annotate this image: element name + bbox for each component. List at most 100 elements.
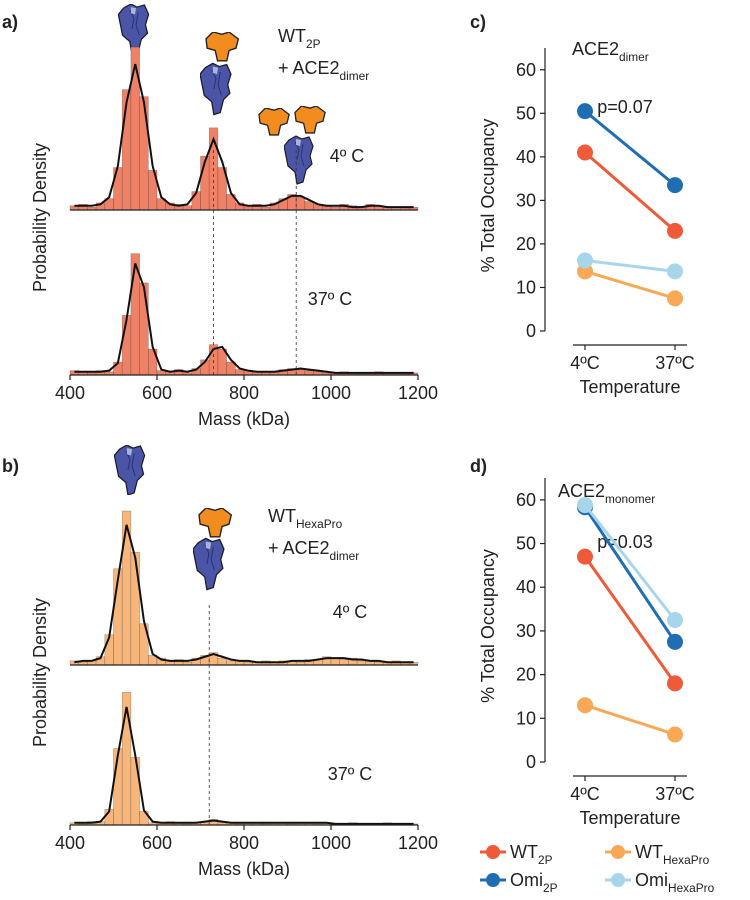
- legend-label-subscript: HexaPro: [663, 853, 710, 867]
- legend-label: WTHexaPro: [635, 842, 710, 867]
- x-tick-label: 4ºC: [570, 353, 600, 373]
- y-axis-label: Probability Density: [30, 598, 50, 747]
- y-tick-label: 10: [516, 277, 536, 297]
- fit-curve: [74, 706, 414, 825]
- series-point: [667, 726, 683, 743]
- series-point: [667, 290, 683, 307]
- y-tick-label: 60: [516, 490, 536, 510]
- legend-swatch: [611, 845, 625, 859]
- annotation: WTHexaPro: [268, 506, 343, 531]
- y-axis-label: % Total Occupancy: [478, 549, 498, 703]
- annotation-text: WT: [268, 506, 296, 526]
- histogram-bar: [339, 659, 349, 666]
- legend-label-text: Omi: [510, 870, 543, 890]
- histogram-bar: [182, 205, 193, 211]
- y-tick-label: 50: [516, 103, 536, 123]
- series-point: [577, 548, 593, 565]
- series-line: [584, 703, 676, 736]
- series-point: [667, 263, 683, 280]
- legend-label-text: Omi: [635, 870, 668, 890]
- chart-title-subscript: monomer: [605, 492, 655, 506]
- p-value: p=0.07: [597, 97, 653, 117]
- y-tick-label: 10: [516, 708, 536, 728]
- x-tick-label: 600: [142, 383, 172, 403]
- ace2-icon: [258, 108, 290, 136]
- x-tick-label: 1000: [311, 383, 351, 403]
- panel-label: a): [2, 12, 18, 32]
- legend-label: WT2P: [510, 842, 553, 867]
- series-point: [577, 697, 593, 714]
- spike-icon: [193, 537, 225, 591]
- series-point: [667, 633, 683, 650]
- histogram-bar: [217, 657, 227, 666]
- spike-icon: [118, 4, 150, 54]
- x-tick-label: 37ºC: [655, 353, 695, 373]
- condition-label: 37º C: [308, 289, 353, 309]
- y-axis-label: % Total Occupancy: [478, 119, 498, 273]
- y-tick-label: 40: [516, 577, 536, 597]
- series-point: [577, 252, 593, 269]
- annotation: WT2P: [278, 26, 321, 51]
- histogram-bar: [295, 196, 306, 211]
- x-tick-label: 600: [142, 833, 172, 853]
- annotation-subscript: HexaPro: [296, 517, 343, 531]
- legend-swatch: [611, 873, 625, 887]
- x-tick-label: 37ºC: [655, 784, 695, 804]
- chart-title: ACE2monomer: [558, 481, 655, 506]
- legend-label-subscript: HexaPro: [668, 881, 715, 895]
- legend-swatch: [486, 845, 500, 859]
- histogram-bar: [226, 660, 236, 666]
- panel-label: d): [470, 456, 487, 476]
- legend-label-text: WT: [510, 842, 538, 862]
- histogram-bar: [304, 201, 314, 211]
- panel-label: b): [2, 456, 19, 476]
- ace2-icon: [294, 106, 326, 134]
- condition-label: 4º C: [330, 146, 365, 166]
- y-tick-label: 20: [516, 665, 536, 685]
- series-point: [667, 222, 683, 239]
- legend-label-text: WT: [635, 842, 663, 862]
- histogram-bar: [139, 282, 149, 376]
- histogram-bar: [235, 369, 245, 376]
- x-axis-label: Temperature: [579, 377, 680, 397]
- x-tick-label: 4ºC: [570, 784, 600, 804]
- x-axis-label: Mass (kDa): [198, 859, 290, 879]
- p-value: p=0.03: [597, 532, 653, 552]
- chart-title-text: ACE2: [572, 39, 619, 59]
- y-tick-label: 40: [516, 147, 536, 167]
- series-point: [577, 103, 593, 120]
- ace2-icon: [205, 32, 239, 62]
- x-tick-label: 800: [229, 383, 259, 403]
- x-tick-label: 1200: [398, 833, 438, 853]
- series-point: [577, 497, 593, 514]
- legend-swatch: [486, 873, 500, 887]
- condition-label: 4º C: [333, 602, 368, 622]
- y-tick-label: 0: [526, 321, 536, 341]
- y-tick-label: 50: [516, 534, 536, 554]
- series-point: [667, 177, 683, 194]
- series-line: [584, 151, 676, 232]
- condition-label: 37º C: [328, 764, 373, 784]
- histogram-bar: [295, 369, 306, 376]
- series-point: [577, 144, 593, 161]
- histogram-bar: [130, 46, 140, 211]
- y-tick-label: 0: [526, 752, 536, 772]
- x-tick-label: 1200: [398, 383, 438, 403]
- legend-label-subscript: 2P: [538, 853, 553, 867]
- x-tick-label: 1000: [311, 833, 351, 853]
- spike-icon: [114, 445, 146, 495]
- y-tick-label: 20: [516, 234, 536, 254]
- series-line: [583, 555, 677, 685]
- y-axis-label: Probability Density: [30, 143, 50, 292]
- annotation: + ACE2dimer: [268, 538, 359, 563]
- fit-curve: [74, 524, 414, 664]
- x-axis-label: Mass (kDa): [198, 409, 290, 429]
- series-line: [584, 269, 676, 300]
- annotation: + ACE2dimer: [278, 58, 369, 83]
- panel-label: c): [470, 12, 486, 32]
- chart-title-subscript: dimer: [619, 50, 649, 64]
- annotation-subscript: dimer: [340, 69, 370, 83]
- histogram-bar: [130, 757, 140, 826]
- legend-label-subscript: 2P: [543, 881, 558, 895]
